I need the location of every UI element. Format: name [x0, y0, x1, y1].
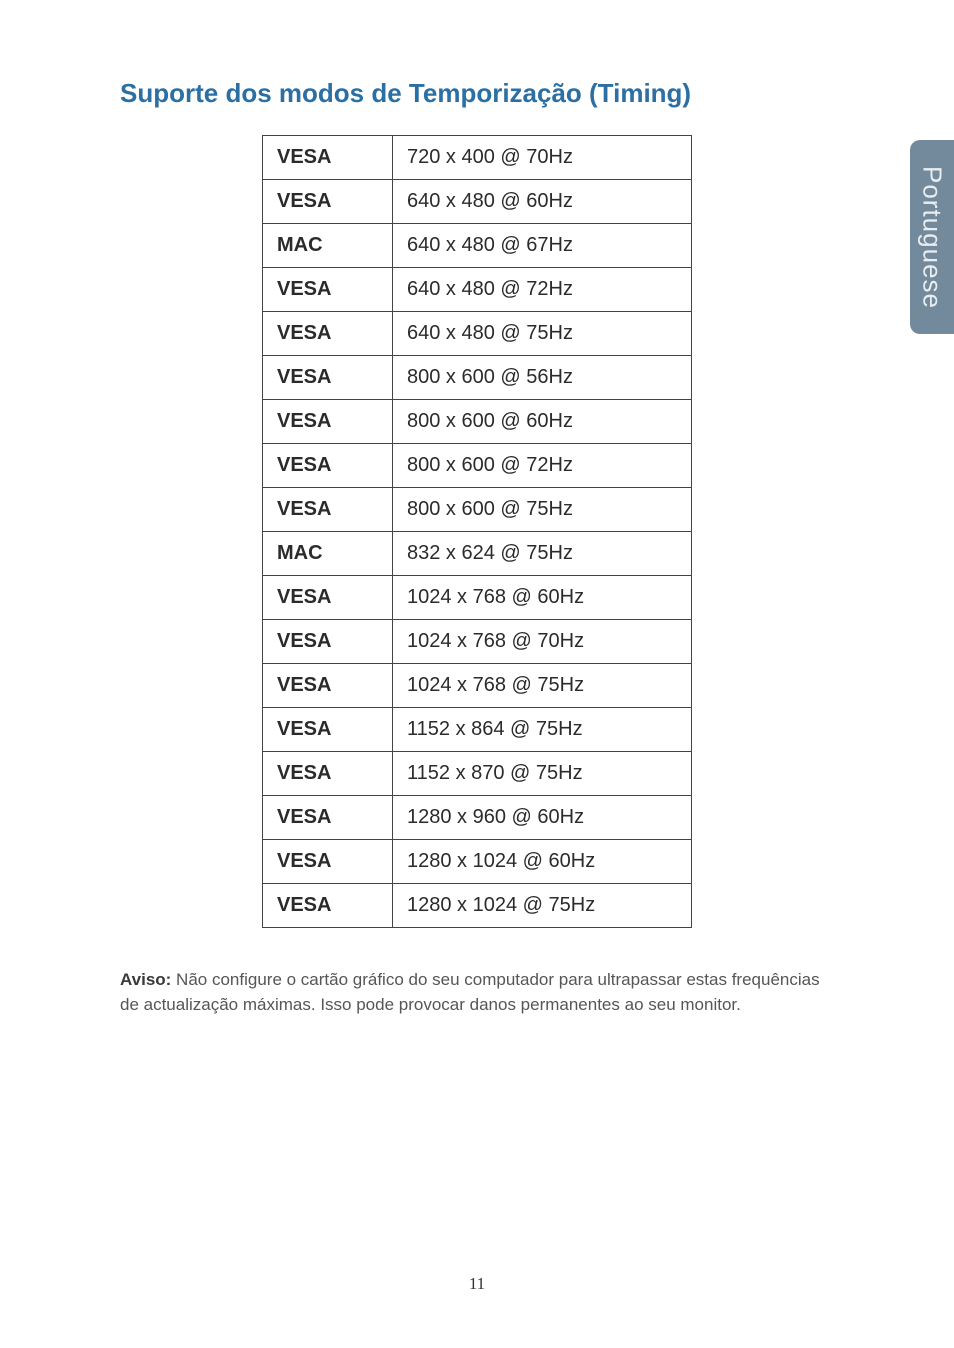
page-title: Suporte dos modos de Temporização (Timin… [120, 78, 834, 109]
timing-standard-cell: VESA [263, 708, 393, 752]
timing-mode-cell: 640 x 480 @ 67Hz [393, 224, 692, 268]
timing-standard-cell: VESA [263, 136, 393, 180]
table-row: VESA640 x 480 @ 60Hz [263, 180, 692, 224]
table-row: VESA1280 x 1024 @ 75Hz [263, 884, 692, 928]
document-page: Suporte dos modos de Temporização (Timin… [0, 0, 954, 1348]
table-row: VESA1280 x 960 @ 60Hz [263, 796, 692, 840]
table-row: VESA1280 x 1024 @ 60Hz [263, 840, 692, 884]
timing-table-container: VESA720 x 400 @ 70HzVESA640 x 480 @ 60Hz… [120, 135, 834, 928]
table-row: MAC832 x 624 @ 75Hz [263, 532, 692, 576]
table-row: VESA640 x 480 @ 75Hz [263, 312, 692, 356]
table-row: VESA1152 x 864 @ 75Hz [263, 708, 692, 752]
table-row: VESA1152 x 870 @ 75Hz [263, 752, 692, 796]
timing-mode-cell: 832 x 624 @ 75Hz [393, 532, 692, 576]
timing-mode-cell: 800 x 600 @ 75Hz [393, 488, 692, 532]
timing-mode-cell: 640 x 480 @ 75Hz [393, 312, 692, 356]
table-row: VESA800 x 600 @ 72Hz [263, 444, 692, 488]
timing-mode-cell: 800 x 600 @ 56Hz [393, 356, 692, 400]
timing-table-body: VESA720 x 400 @ 70HzVESA640 x 480 @ 60Hz… [263, 136, 692, 928]
timing-standard-cell: VESA [263, 312, 393, 356]
timing-standard-cell: VESA [263, 840, 393, 884]
timing-mode-cell: 640 x 480 @ 60Hz [393, 180, 692, 224]
timing-standard-cell: VESA [263, 180, 393, 224]
timing-standard-cell: MAC [263, 224, 393, 268]
table-row: VESA640 x 480 @ 72Hz [263, 268, 692, 312]
timing-standard-cell: VESA [263, 488, 393, 532]
timing-mode-cell: 1152 x 870 @ 75Hz [393, 752, 692, 796]
timing-table: VESA720 x 400 @ 70HzVESA640 x 480 @ 60Hz… [262, 135, 692, 928]
timing-mode-cell: 1024 x 768 @ 75Hz [393, 664, 692, 708]
table-row: VESA1024 x 768 @ 70Hz [263, 620, 692, 664]
warning-text: Não configure o cartão gráfico do seu co… [120, 970, 820, 1014]
warning-label: Aviso: [120, 970, 171, 989]
timing-mode-cell: 720 x 400 @ 70Hz [393, 136, 692, 180]
timing-standard-cell: VESA [263, 884, 393, 928]
table-row: VESA800 x 600 @ 75Hz [263, 488, 692, 532]
timing-standard-cell: VESA [263, 752, 393, 796]
timing-mode-cell: 1280 x 1024 @ 60Hz [393, 840, 692, 884]
timing-mode-cell: 1152 x 864 @ 75Hz [393, 708, 692, 752]
table-row: VESA800 x 600 @ 60Hz [263, 400, 692, 444]
timing-standard-cell: VESA [263, 620, 393, 664]
table-row: VESA720 x 400 @ 70Hz [263, 136, 692, 180]
timing-standard-cell: VESA [263, 268, 393, 312]
timing-mode-cell: 1280 x 960 @ 60Hz [393, 796, 692, 840]
timing-mode-cell: 640 x 480 @ 72Hz [393, 268, 692, 312]
language-side-tab-label: Portuguese [917, 166, 948, 309]
page-number: 11 [0, 1274, 954, 1294]
timing-mode-cell: 1024 x 768 @ 60Hz [393, 576, 692, 620]
timing-standard-cell: VESA [263, 400, 393, 444]
warning-note: Aviso: Não configure o cartão gráfico do… [120, 968, 834, 1017]
table-row: VESA1024 x 768 @ 60Hz [263, 576, 692, 620]
timing-standard-cell: VESA [263, 576, 393, 620]
timing-mode-cell: 1024 x 768 @ 70Hz [393, 620, 692, 664]
timing-standard-cell: VESA [263, 356, 393, 400]
timing-standard-cell: MAC [263, 532, 393, 576]
table-row: MAC640 x 480 @ 67Hz [263, 224, 692, 268]
timing-standard-cell: VESA [263, 796, 393, 840]
timing-mode-cell: 800 x 600 @ 60Hz [393, 400, 692, 444]
table-row: VESA1024 x 768 @ 75Hz [263, 664, 692, 708]
timing-mode-cell: 1280 x 1024 @ 75Hz [393, 884, 692, 928]
table-row: VESA800 x 600 @ 56Hz [263, 356, 692, 400]
language-side-tab: Portuguese [910, 140, 954, 334]
timing-standard-cell: VESA [263, 444, 393, 488]
timing-standard-cell: VESA [263, 664, 393, 708]
timing-mode-cell: 800 x 600 @ 72Hz [393, 444, 692, 488]
